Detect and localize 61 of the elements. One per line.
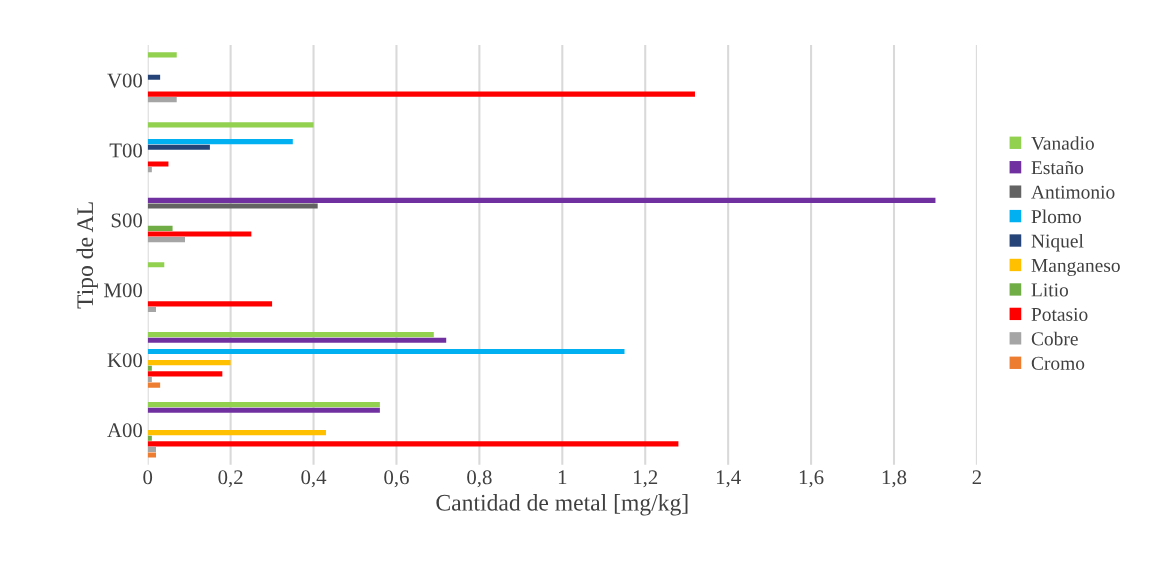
bar xyxy=(147,306,156,313)
bar xyxy=(147,167,152,173)
bar xyxy=(147,225,173,231)
bar xyxy=(147,382,161,388)
bar xyxy=(147,144,210,150)
x-tick-label: 0 xyxy=(143,470,153,485)
bar xyxy=(147,197,936,203)
legend-label: Antimonio xyxy=(1031,185,1115,199)
legend-label: Manganeso xyxy=(1031,259,1120,277)
legend-label: Cobre xyxy=(1031,331,1078,346)
bar xyxy=(147,97,177,103)
bar xyxy=(147,91,695,97)
legend-label: Vanadio xyxy=(1031,136,1094,150)
bar xyxy=(147,161,169,167)
bar xyxy=(147,231,252,237)
bar xyxy=(147,203,318,209)
x-tick-label: 0,8 xyxy=(467,470,492,488)
bar xyxy=(147,435,152,441)
legend-label: Plomo xyxy=(1031,209,1082,224)
y-tick-label: K00 xyxy=(107,353,143,368)
y-tick-label: A00 xyxy=(107,423,143,438)
legend-label: Potasio xyxy=(1031,307,1088,321)
x-tick-label: 1,2 xyxy=(634,470,658,488)
x-tick-label: 1 xyxy=(558,470,567,485)
bar xyxy=(147,402,380,408)
bar xyxy=(147,365,152,371)
x-tick-label: 0,4 xyxy=(301,470,327,488)
legend-label: Estaño xyxy=(1031,160,1084,175)
bar xyxy=(147,337,447,343)
bar xyxy=(147,452,156,458)
bar xyxy=(147,348,625,355)
bar xyxy=(147,332,434,338)
x-tick-label: 2 xyxy=(972,470,981,485)
bar xyxy=(147,360,231,366)
bar xyxy=(147,74,161,80)
x-tick-label: 0,6 xyxy=(384,470,409,488)
x-tick-label: 1,4 xyxy=(716,470,741,488)
bar xyxy=(147,301,273,307)
bar xyxy=(147,407,380,413)
legend-label: Litio xyxy=(1031,283,1069,297)
bar xyxy=(147,446,156,452)
y-axis-title: Tipo de AL xyxy=(76,202,98,309)
legend-label: Niquel xyxy=(1031,233,1084,252)
legend-label: Cromo xyxy=(1031,356,1085,370)
bar xyxy=(147,376,152,383)
x-tick-label: 0,2 xyxy=(218,470,243,488)
y-tick-label: S00 xyxy=(111,213,143,228)
y-tick-label: V00 xyxy=(107,73,143,88)
y-tick-label: M00 xyxy=(104,283,143,298)
x-axis-title: Cantidad de metal [mg/kg] xyxy=(436,494,688,516)
bar xyxy=(147,236,186,243)
x-tick-label: 1,6 xyxy=(799,470,824,488)
bar xyxy=(147,262,165,268)
bar xyxy=(147,52,177,58)
bar xyxy=(147,430,326,436)
y-tick-label: T00 xyxy=(109,143,143,158)
bar xyxy=(147,139,293,145)
bar xyxy=(147,122,314,128)
bar xyxy=(147,441,679,447)
bar xyxy=(147,371,223,377)
x-tick-label: 1,8 xyxy=(882,470,907,488)
